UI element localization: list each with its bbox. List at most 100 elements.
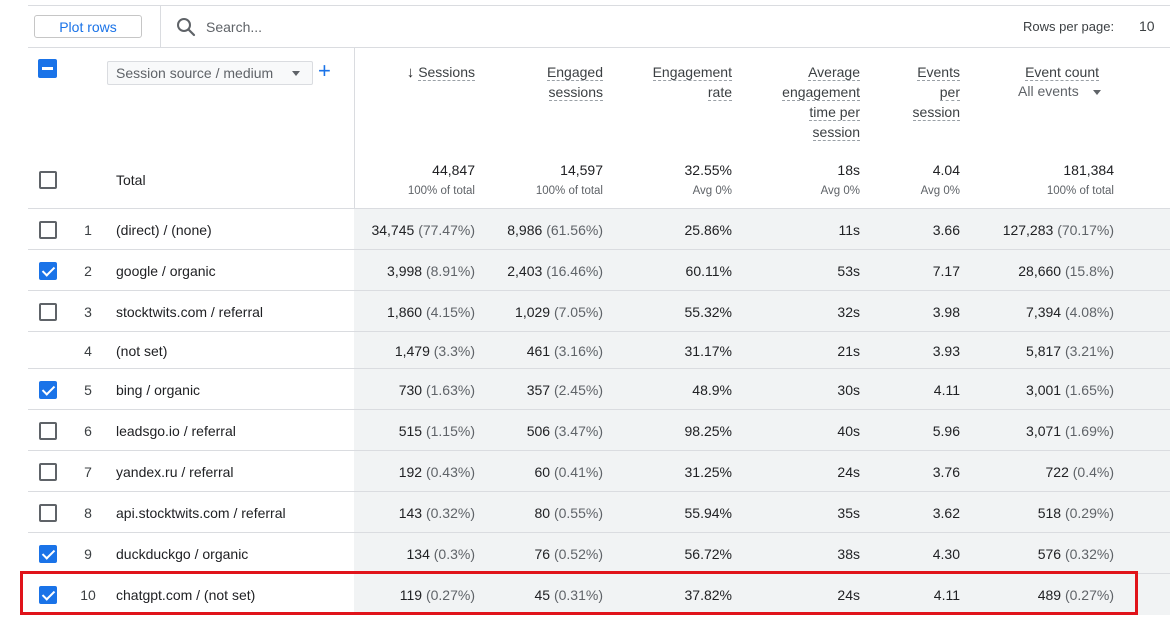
event-count-filter[interactable]: All events	[1018, 83, 1079, 99]
cell-eps: 5.96	[933, 423, 960, 439]
row-checkbox[interactable]	[39, 586, 57, 604]
column-header-events-per-session[interactable]: Events per session	[912, 64, 960, 121]
cell-avgtime-value: 11s	[838, 222, 860, 238]
select-all-checkbox[interactable]	[38, 59, 57, 78]
cell-sessions: 134 (0.3%)	[407, 546, 475, 562]
cell-eps: 3.98	[933, 304, 960, 320]
column-header-sessions[interactable]: ↓ Sessions	[406, 64, 475, 81]
cell-engaged: 8,986 (61.56%)	[507, 222, 603, 238]
cell-sessions-value: 3,998	[387, 263, 423, 279]
table-row[interactable]: 9 duckduckgo / organic 134 (0.3%) 76 (0.52%…	[28, 532, 1170, 574]
column-header-event-count[interactable]: Event count	[1025, 64, 1099, 81]
table-row[interactable]: 10 chatgpt.com / (not set) 119 (0.27%) 45 (…	[28, 573, 1170, 615]
cell-sessions: 730 (1.63%)	[399, 382, 475, 398]
cell-events-percent: (0.32%)	[1064, 546, 1114, 562]
table-row[interactable]: 4 (not set) 1,479 (3.3%) 461 (3.16%) 31.17% 2…	[28, 331, 1170, 369]
cell-sessions-percent: (1.63%)	[425, 382, 475, 398]
add-dimension-button[interactable]: +	[318, 58, 331, 83]
table-row[interactable]: 6 leadsgo.io / referral 515 (1.15%) 506 (3.…	[28, 409, 1170, 451]
toolbar-divider	[160, 6, 161, 47]
cell-engaged: 45 (0.31%)	[535, 587, 604, 603]
cell-engrate: 55.32%	[685, 304, 732, 320]
cell-avgtime-value: 38s	[837, 546, 860, 562]
cell-avgtime: 30s	[837, 382, 860, 398]
cell-events-percent: (0.27%)	[1064, 587, 1114, 603]
cell-sessions-percent: (0.3%)	[433, 546, 475, 562]
row-index: 4	[84, 343, 92, 359]
cell-engaged-percent: (7.05%)	[553, 304, 603, 320]
cell-events: 489 (0.27%)	[1038, 587, 1114, 603]
row-checkbox[interactable]	[39, 422, 57, 440]
row-checkbox[interactable]	[39, 303, 57, 321]
cell-engaged: 506 (3.47%)	[527, 423, 603, 439]
row-checkbox[interactable]	[39, 504, 57, 522]
total-sessions-sub: 100% of total	[407, 185, 475, 197]
cell-sessions: 143 (0.32%)	[399, 505, 475, 521]
cell-events-value: 489	[1037, 587, 1062, 603]
dimension-cell	[28, 209, 354, 250]
cell-avgtime: 24s	[837, 587, 860, 603]
dimension-select[interactable]: Session source / medium	[107, 61, 313, 85]
cell-sessions-value: 192	[398, 464, 423, 480]
table-row[interactable]: 7 yandex.ru / referral 192 (0.43%) 60 (0.41…	[28, 450, 1170, 492]
row-checkbox[interactable]	[39, 262, 57, 280]
cell-engaged: 2,403 (16.46%)	[507, 263, 603, 279]
cell-events: 7,394 (4.08%)	[1026, 304, 1114, 320]
cell-eps-value: 4.11	[933, 587, 960, 603]
dimension-cell	[28, 369, 354, 410]
cell-engaged-percent: (0.31%)	[553, 587, 603, 603]
cell-events: 5,817 (3.21%)	[1026, 343, 1114, 359]
cell-eps: 3.93	[933, 343, 960, 359]
cell-avgtime: 38s	[837, 546, 860, 562]
cell-sessions-value: 119	[399, 587, 423, 603]
cell-events-percent: (1.65%)	[1064, 382, 1114, 398]
table-row[interactable]: 5 bing / organic 730 (1.63%) 357 (2.45%) 48.…	[28, 368, 1170, 410]
chevron-down-icon[interactable]	[1093, 90, 1101, 95]
cell-events: 518 (0.29%)	[1038, 505, 1114, 521]
cell-sessions: 3,998 (8.91%)	[387, 263, 475, 279]
table-row[interactable]: 8 api.stocktwits.com / referral 143 (0.32%…	[28, 491, 1170, 533]
cell-sessions: 119 (0.27%)	[400, 587, 475, 603]
cell-avgtime-value: 21s	[837, 343, 860, 359]
row-checkbox[interactable]	[39, 463, 57, 481]
table-row[interactable]: 2 google / organic 3,998 (8.91%) 2,403 (16.…	[28, 249, 1170, 291]
row-index: 1	[84, 222, 92, 238]
row-checkbox[interactable]	[39, 221, 57, 239]
row-checkbox[interactable]	[39, 545, 57, 563]
column-header-engaged-sessions[interactable]: Engaged sessions	[546, 64, 603, 101]
cell-events-value: 127,283	[1002, 222, 1054, 238]
cell-events-value: 5,817	[1026, 343, 1062, 359]
row-checkbox[interactable]	[39, 381, 57, 399]
cell-engaged: 461 (3.16%)	[527, 343, 603, 359]
cell-eps: 4.30	[933, 546, 960, 562]
cell-engaged-percent: (61.56%)	[546, 222, 603, 238]
cell-events: 722 (0.4%)	[1046, 464, 1114, 480]
cell-avgtime-value: 53s	[837, 263, 860, 279]
cell-avgtime-value: 40s	[837, 423, 860, 439]
cell-avgtime: 40s	[837, 423, 860, 439]
cell-eps-value: 3.62	[932, 505, 960, 521]
rows-per-page-select[interactable]: 10	[1139, 18, 1155, 34]
total-row-checkbox[interactable]	[39, 171, 57, 189]
row-index: 6	[84, 423, 92, 439]
cell-sessions-value: 143	[398, 505, 423, 521]
cell-avgtime-value: 30s	[837, 382, 860, 398]
cell-sessions-percent: (4.15%)	[425, 304, 475, 320]
cell-engaged: 76 (0.52%)	[535, 546, 604, 562]
cell-engrate: 56.72%	[685, 546, 732, 562]
search-input[interactable]	[206, 16, 606, 38]
total-engagement-rate: 32.55%	[684, 162, 732, 178]
cell-engaged: 1,029 (7.05%)	[515, 304, 603, 320]
cell-sessions-value: 515	[398, 423, 423, 439]
row-index: 3	[84, 304, 92, 320]
plot-rows-button[interactable]: Plot rows	[34, 15, 142, 38]
table-row[interactable]: 1 (direct) / (none) 34,745 (77.47%) 8,986 (…	[28, 208, 1170, 250]
table-row[interactable]: 3 stocktwits.com / referral 1,860 (4.15%) 1…	[28, 290, 1170, 332]
cell-eps: 3.62	[933, 505, 960, 521]
column-header-engagement-rate[interactable]: Engagement rate	[652, 64, 732, 101]
toolbar-bottom-border	[28, 47, 1170, 48]
column-header-average-engagement-time[interactable]: Average engagement time per session	[782, 64, 860, 141]
cell-engaged-value: 357	[526, 382, 551, 398]
cell-eps: 4.11	[934, 382, 960, 398]
total-event-count: 181,384	[1063, 162, 1114, 178]
